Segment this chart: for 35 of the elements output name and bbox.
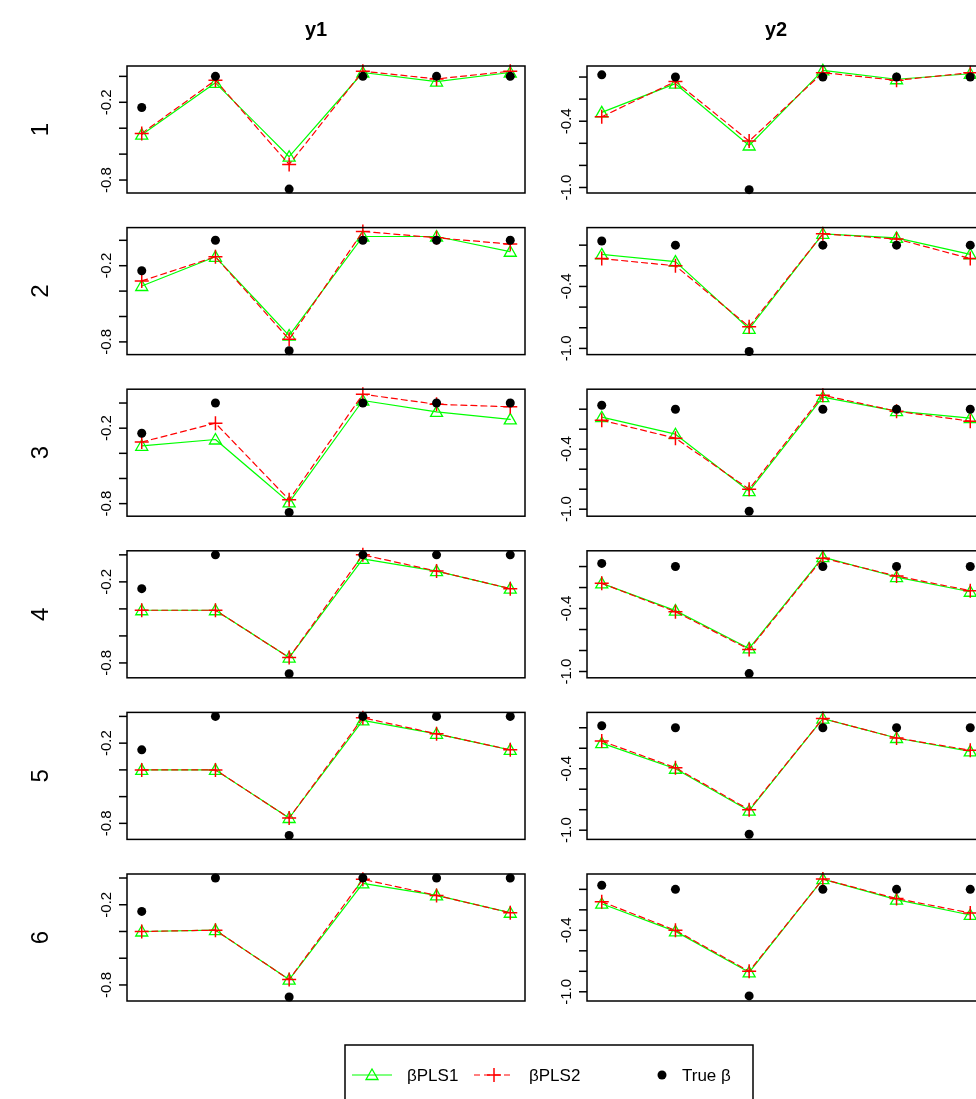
y-tick-label: -0.8 xyxy=(96,167,114,193)
y-tick-label: -0.4 xyxy=(556,273,574,300)
y-tick-label: -0.2 xyxy=(96,415,114,442)
y-tick-label: -0.4 xyxy=(556,108,574,135)
y-tick-label: -1.0 xyxy=(556,335,574,362)
y-tick-label: -0.8 xyxy=(96,490,114,517)
y-tick-label: -0.4 xyxy=(556,595,574,622)
y-tick-label: -0.8 xyxy=(96,650,114,676)
y-tick-label: -0.2 xyxy=(96,252,114,279)
chart-title: y1 xyxy=(304,18,328,40)
y-tick-label: -1.0 xyxy=(556,658,574,685)
y-tick-label: -0.2 xyxy=(96,730,114,757)
legend-label: True β xyxy=(682,1065,732,1085)
y-tick-label: -0.8 xyxy=(96,810,114,837)
y-axis-title: 1 xyxy=(25,122,53,137)
legend-label: βPLS2 xyxy=(529,1065,581,1085)
y-axis-title: 4 xyxy=(25,607,53,621)
y-tick-label: -0.2 xyxy=(96,89,114,116)
y-axis-title: 6 xyxy=(25,930,53,945)
legend-label: βPLS1 xyxy=(407,1065,459,1085)
y-tick-label: -0.4 xyxy=(556,917,574,944)
y-axis-title: 5 xyxy=(25,769,53,783)
y-tick-label: -0.8 xyxy=(96,972,114,998)
y-axis-title: 3 xyxy=(25,446,53,460)
y-tick-label: -1.0 xyxy=(556,817,574,844)
y-tick-label: -0.8 xyxy=(96,328,114,355)
chart-title: y2 xyxy=(764,18,788,40)
y-tick-label: -0.2 xyxy=(96,891,114,918)
y-tick-label: -0.2 xyxy=(96,568,114,595)
y-tick-label: -1.0 xyxy=(556,174,574,201)
y-tick-label: -1.0 xyxy=(556,978,574,1005)
y-axis-title: 2 xyxy=(25,284,53,298)
y-tick-label: -0.4 xyxy=(556,436,574,463)
y-tick-label: -0.4 xyxy=(556,755,574,782)
y-tick-label: -1.0 xyxy=(556,496,574,523)
